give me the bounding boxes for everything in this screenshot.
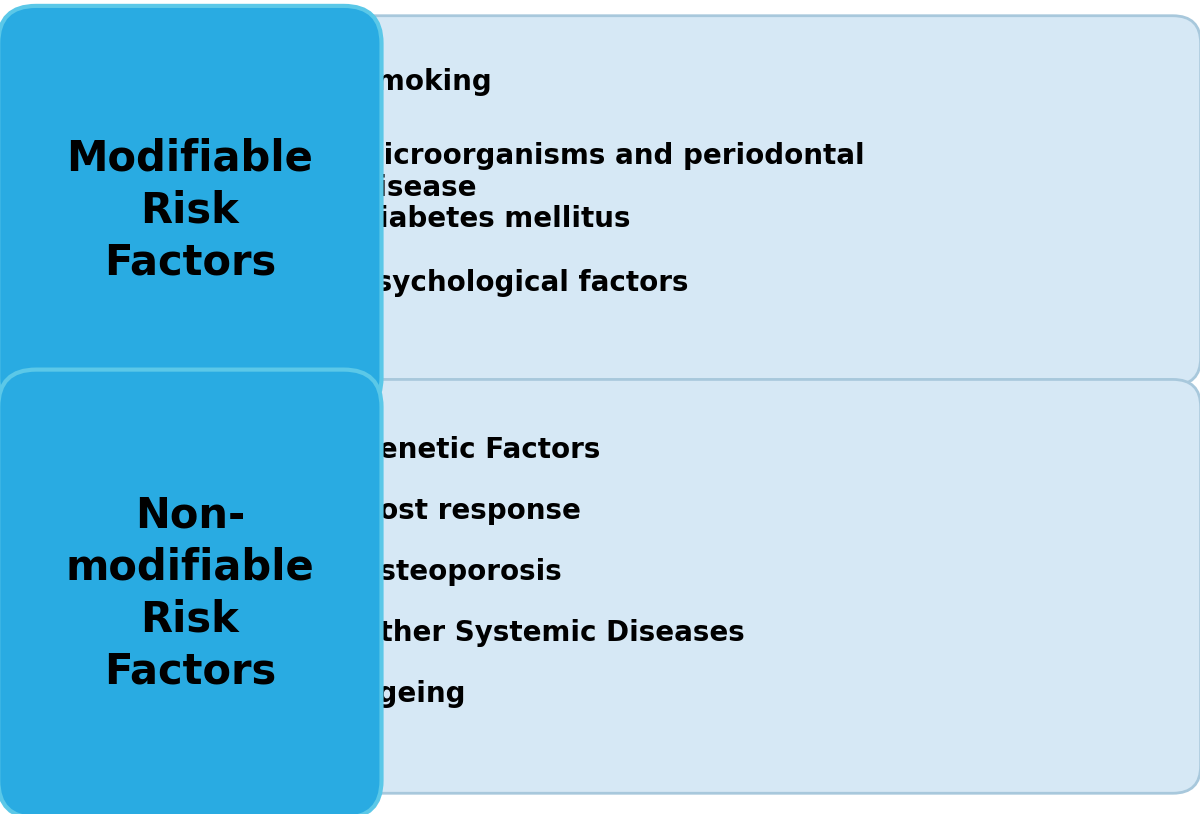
FancyBboxPatch shape	[0, 6, 382, 415]
Text: •  Osteoporosis: • Osteoporosis	[319, 558, 562, 586]
FancyBboxPatch shape	[262, 379, 1200, 794]
Text: •  Diabetes mellitus: • Diabetes mellitus	[319, 205, 630, 234]
Text: Non-
modifiable
Risk
Factors: Non- modifiable Risk Factors	[66, 495, 314, 693]
Text: •  Other Systemic Diseases: • Other Systemic Diseases	[319, 619, 745, 647]
Text: •  Psychological factors: • Psychological factors	[319, 269, 689, 297]
Text: •  Host response: • Host response	[319, 497, 581, 525]
Text: •  Microorganisms and periodontal
    disease: • Microorganisms and periodontal disease	[319, 142, 864, 202]
FancyBboxPatch shape	[0, 370, 382, 814]
Text: •  Smoking: • Smoking	[319, 68, 492, 96]
Text: Modifiable
Risk
Factors: Modifiable Risk Factors	[66, 138, 313, 283]
FancyBboxPatch shape	[262, 15, 1200, 385]
Text: •  Ageing: • Ageing	[319, 681, 466, 708]
Text: •  Genetic Factors: • Genetic Factors	[319, 436, 600, 465]
